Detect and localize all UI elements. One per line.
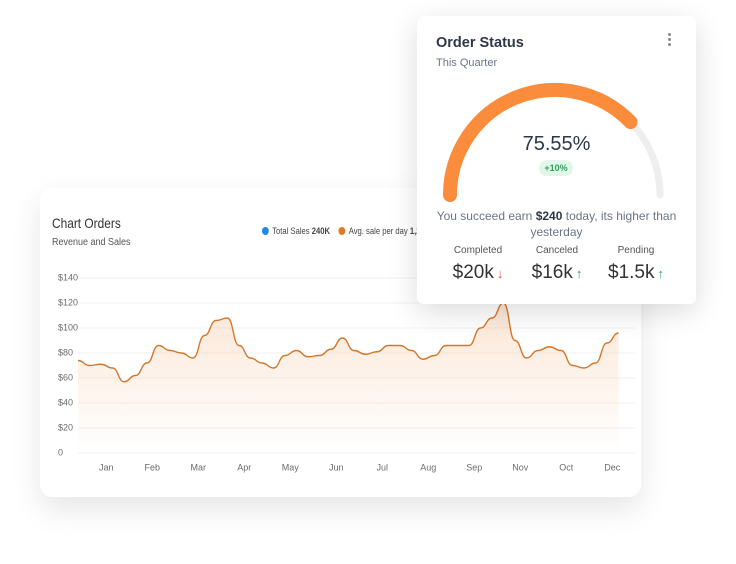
- legend-dot: [338, 227, 346, 235]
- line: [77, 302, 619, 383]
- x-tick-label: Apr: [237, 462, 251, 472]
- x-tick-label: Jun: [329, 462, 344, 472]
- trend-arrow: ↓: [496, 266, 504, 281]
- stat-value-row: $20k ↓: [438, 262, 518, 284]
- message-amount: $240: [535, 209, 563, 223]
- gauge-arc: [443, 83, 638, 202]
- card-subtitle: This Quarter: [436, 57, 498, 69]
- stat: Pending $1.5k ↑: [596, 245, 676, 284]
- stat-value: $16k: [531, 262, 573, 283]
- legend-dot: [262, 227, 269, 235]
- legend-value: 240K: [311, 226, 331, 236]
- legend-label: Total Sales: [272, 226, 310, 236]
- x-tick-label: Aug: [420, 462, 436, 472]
- y-tick-label: $40: [58, 397, 73, 407]
- chart-subtitle: Revenue and Sales: [52, 237, 131, 248]
- y-tick-label: $20: [58, 422, 73, 432]
- legend-label: Avg. sale per day: [348, 226, 408, 236]
- area-fill: [78, 303, 619, 453]
- legend-item: Avg. sale per day 1,230: [338, 226, 429, 236]
- stat: Completed $20k ↓: [438, 245, 518, 284]
- menu-button[interactable]: [668, 33, 672, 48]
- gauge: [443, 83, 664, 202]
- stat-label: Completed: [453, 245, 503, 256]
- trend-arrow: ↑: [657, 266, 664, 281]
- stat-value: $20k: [452, 262, 494, 283]
- stat-label: Pending: [617, 245, 655, 256]
- x-tick-label: Mar: [191, 462, 207, 472]
- order-status-card: Order Status This Quarter 75.55% +10% Yo…: [417, 16, 696, 304]
- change-badge: +10%: [539, 160, 573, 176]
- stat-value-row: $1.5k ↑: [596, 262, 676, 284]
- legend: Total Sales 240K Avg. sale per day 1,230: [262, 226, 429, 236]
- y-tick-label: $140: [58, 272, 78, 282]
- x-tick-label: Oct: [559, 462, 574, 472]
- chart-title: Chart Orders: [52, 215, 121, 231]
- stat-value-row: $16k ↑: [517, 262, 597, 284]
- x-tick-label: May: [282, 462, 300, 472]
- x-tick-label: Sep: [466, 462, 482, 472]
- x-tick-label: Nov: [512, 462, 529, 472]
- message-text: You succeed earn: [436, 209, 533, 223]
- trend-arrow: ↑: [575, 266, 583, 281]
- y-tick-label: $80: [58, 347, 73, 357]
- x-tick-label: Jan: [99, 462, 114, 472]
- stat-label: Canceled: [535, 245, 579, 256]
- y-tick-label: 0: [58, 447, 63, 457]
- x-tick-label: Feb: [144, 462, 160, 472]
- legend-item: Total Sales 240K: [262, 226, 330, 236]
- y-tick-label: $120: [58, 297, 78, 307]
- x-tick-label: Jul: [376, 462, 388, 472]
- gauge-value: 75.55%: [522, 133, 591, 155]
- x-tick-label: Dec: [604, 462, 621, 472]
- stat: Canceled $16k ↑: [517, 245, 597, 284]
- message: You succeed earn $240 today, its higher …: [431, 208, 682, 240]
- card-title: Order Status: [436, 35, 524, 51]
- stat-value: $1.5k: [608, 262, 655, 283]
- y-tick-label: $100: [58, 322, 78, 332]
- message-text: today, its higher than yesterday: [530, 209, 677, 239]
- y-tick-label: $60: [58, 372, 73, 382]
